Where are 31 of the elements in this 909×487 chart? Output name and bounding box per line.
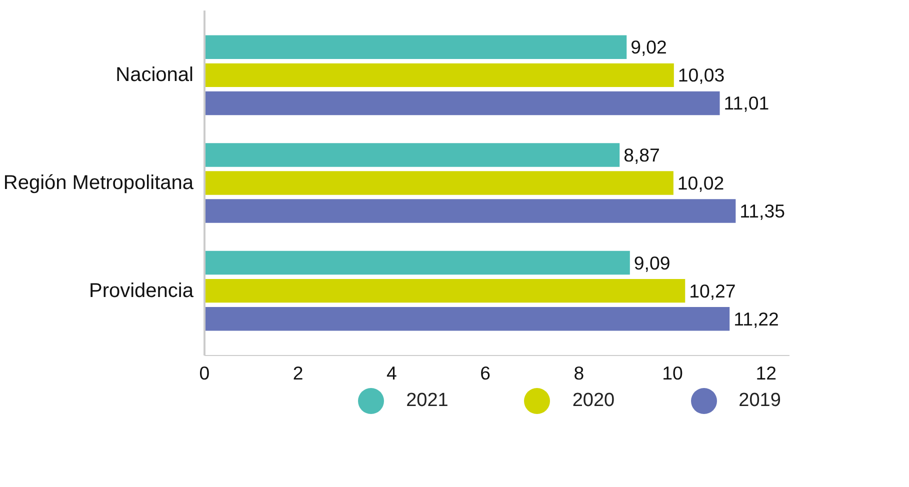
y-tick-label: Nacional: [116, 64, 194, 86]
data-label: 10,02: [677, 172, 724, 194]
data-label: 11,22: [734, 308, 779, 330]
data-label: 11,35: [740, 200, 785, 222]
bar: [204, 199, 736, 223]
bar: [204, 171, 674, 195]
data-label: 8,87: [624, 144, 660, 166]
x-tick-label: 2: [292, 362, 304, 384]
y-tick-label: Región Metropolitana: [3, 172, 194, 194]
bar: [204, 278, 686, 303]
y-tick-label: Providencia: [89, 280, 194, 302]
x-tick-label: 6: [480, 362, 491, 384]
bar: [204, 35, 627, 60]
x-tick-label: 0: [199, 362, 210, 384]
data-label: 11,01: [724, 92, 770, 114]
bar: [204, 63, 674, 88]
data-label: 10,27: [689, 280, 736, 302]
x-tick-label: 12: [756, 362, 776, 384]
x-tick-label: 8: [574, 362, 584, 384]
legend-label: 2020: [572, 389, 615, 413]
bar: [204, 91, 720, 116]
data-label: 9,09: [634, 252, 670, 274]
legend-label: 2019: [738, 389, 781, 413]
bar: [204, 250, 630, 275]
legend-label: 2021: [406, 389, 448, 413]
x-tick-label: 10: [662, 362, 683, 384]
x-tick-label: 4: [386, 362, 397, 384]
data-label: 10,03: [678, 64, 725, 86]
data-label: 9,02: [630, 36, 667, 58]
bar: [204, 143, 620, 167]
bar: [204, 306, 730, 331]
